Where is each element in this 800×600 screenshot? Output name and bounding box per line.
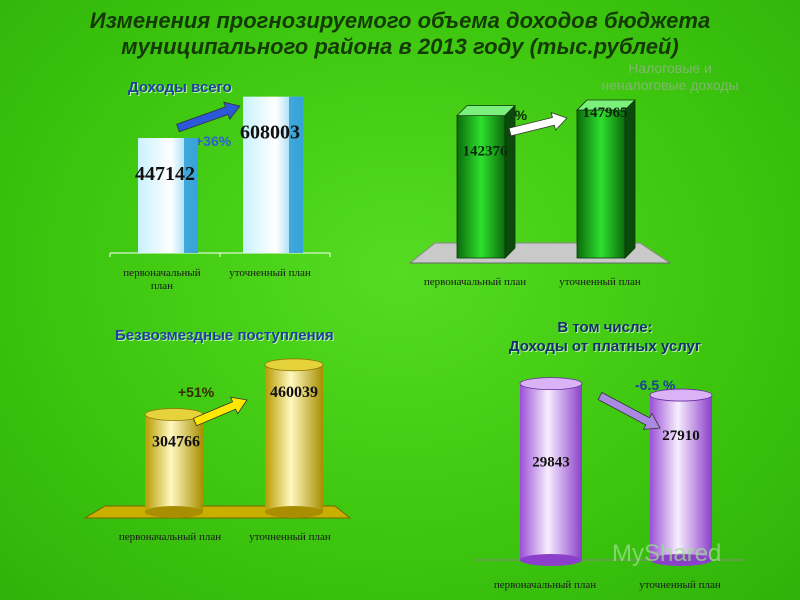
chart-1-bar-1-side xyxy=(184,138,198,253)
chart-2-title: Налоговые и неналоговые доходы xyxy=(585,60,755,94)
chart-4-bar-2 xyxy=(650,395,712,560)
chart-3-bar-2-top xyxy=(264,358,324,372)
chart-4-tick-label-2: уточненный план xyxy=(639,579,721,591)
chart-1-tick-label-1: первоначальный план xyxy=(123,267,201,292)
chart-1-change-arrow xyxy=(176,101,241,133)
chart-1-data-label-2: 608003 xyxy=(240,122,300,144)
chart-2-bar-1 xyxy=(456,115,506,259)
chart-3-change-label: +51% xyxy=(178,384,215,400)
watermark: MyShared xyxy=(612,540,722,567)
chart-1-svg: 447142 608003 первоначальный план уточненный… xyxy=(109,96,331,292)
chart-4-bar-1-top xyxy=(519,377,583,391)
chart-2-title-line-2: неналоговые доходы xyxy=(601,77,739,93)
chart-3-title: Безвозмездные поступления xyxy=(115,327,334,344)
chart-3-tick-label-2: уточненный план xyxy=(249,531,331,543)
chart-1-tick-label-2: уточненный план xyxy=(229,267,311,279)
chart-2-bar-2-side xyxy=(624,99,636,259)
chart-2-bar-1-side xyxy=(504,104,516,259)
page-title-line-2: муниципального района в 2013 году (тыс.р… xyxy=(121,34,679,59)
chart-3-bar-1-base xyxy=(145,506,203,518)
chart-2-data-label-1: 142376 xyxy=(463,144,509,160)
chart-4-bar-2-base xyxy=(650,554,712,566)
chart-4-change-arrow xyxy=(597,391,661,430)
chart-4-svg: 29843 27910 первоначальный план уточненный … xyxy=(475,377,745,591)
chart-3-bar-1 xyxy=(145,414,203,512)
chart-4-bar-1 xyxy=(520,383,582,560)
chart-3-svg: 304766 460039 первоначальный план уточненны… xyxy=(83,358,352,543)
chart-1-change-label: +36% xyxy=(195,133,232,149)
chart-2-bar-2 xyxy=(576,109,626,259)
chart-2-change-arrow xyxy=(508,111,568,137)
chart-4-bar-1-base xyxy=(520,554,582,566)
chart-3-bar-2 xyxy=(265,364,323,512)
chart-3-bar-2-base xyxy=(265,506,323,518)
chart-2-tick-label-1: первоначальный план xyxy=(424,276,526,288)
chart-4-title-line-1: В том числе: xyxy=(557,319,653,336)
chart-2-title-line-1: Налоговые и xyxy=(628,60,712,76)
chart-2-svg: 142376 147965 первоначальный план уточненны… xyxy=(408,99,672,288)
chart-4-title: В том числе: Доходы от платных услуг xyxy=(470,318,740,356)
chart-4-title-line-2: Доходы от платных услуг xyxy=(508,338,702,355)
chart-3-data-label-1: 304766 xyxy=(152,433,200,450)
chart-4-data-label-1: 29843 xyxy=(532,455,570,471)
chart-3-tick-label-1: первоначальный план xyxy=(119,531,221,543)
chart-1-data-label-1: 447142 xyxy=(135,163,195,185)
chart-2-tick-label-2: уточненный план xyxy=(559,276,641,288)
page-title: Изменения прогнозируемого объема доходов… xyxy=(0,8,800,60)
chart-4-change-label: -6.5 % xyxy=(635,377,676,393)
chart-3-data-label-2: 460039 xyxy=(270,384,318,401)
chart-1-bar-2-side xyxy=(289,96,303,253)
chart-4-tick-label-1: первоначальный план xyxy=(494,579,596,591)
chart-4-bar-2-top xyxy=(649,388,713,402)
chart-1-title: Доходы всего xyxy=(128,79,232,96)
page-title-line-1: Изменения прогнозируемого объема доходов… xyxy=(89,8,711,33)
chart-2-data-label-2: 147965 xyxy=(583,105,628,121)
chart-4-data-label-2: 27910 xyxy=(662,428,700,444)
chart-3-change-arrow xyxy=(192,396,248,427)
